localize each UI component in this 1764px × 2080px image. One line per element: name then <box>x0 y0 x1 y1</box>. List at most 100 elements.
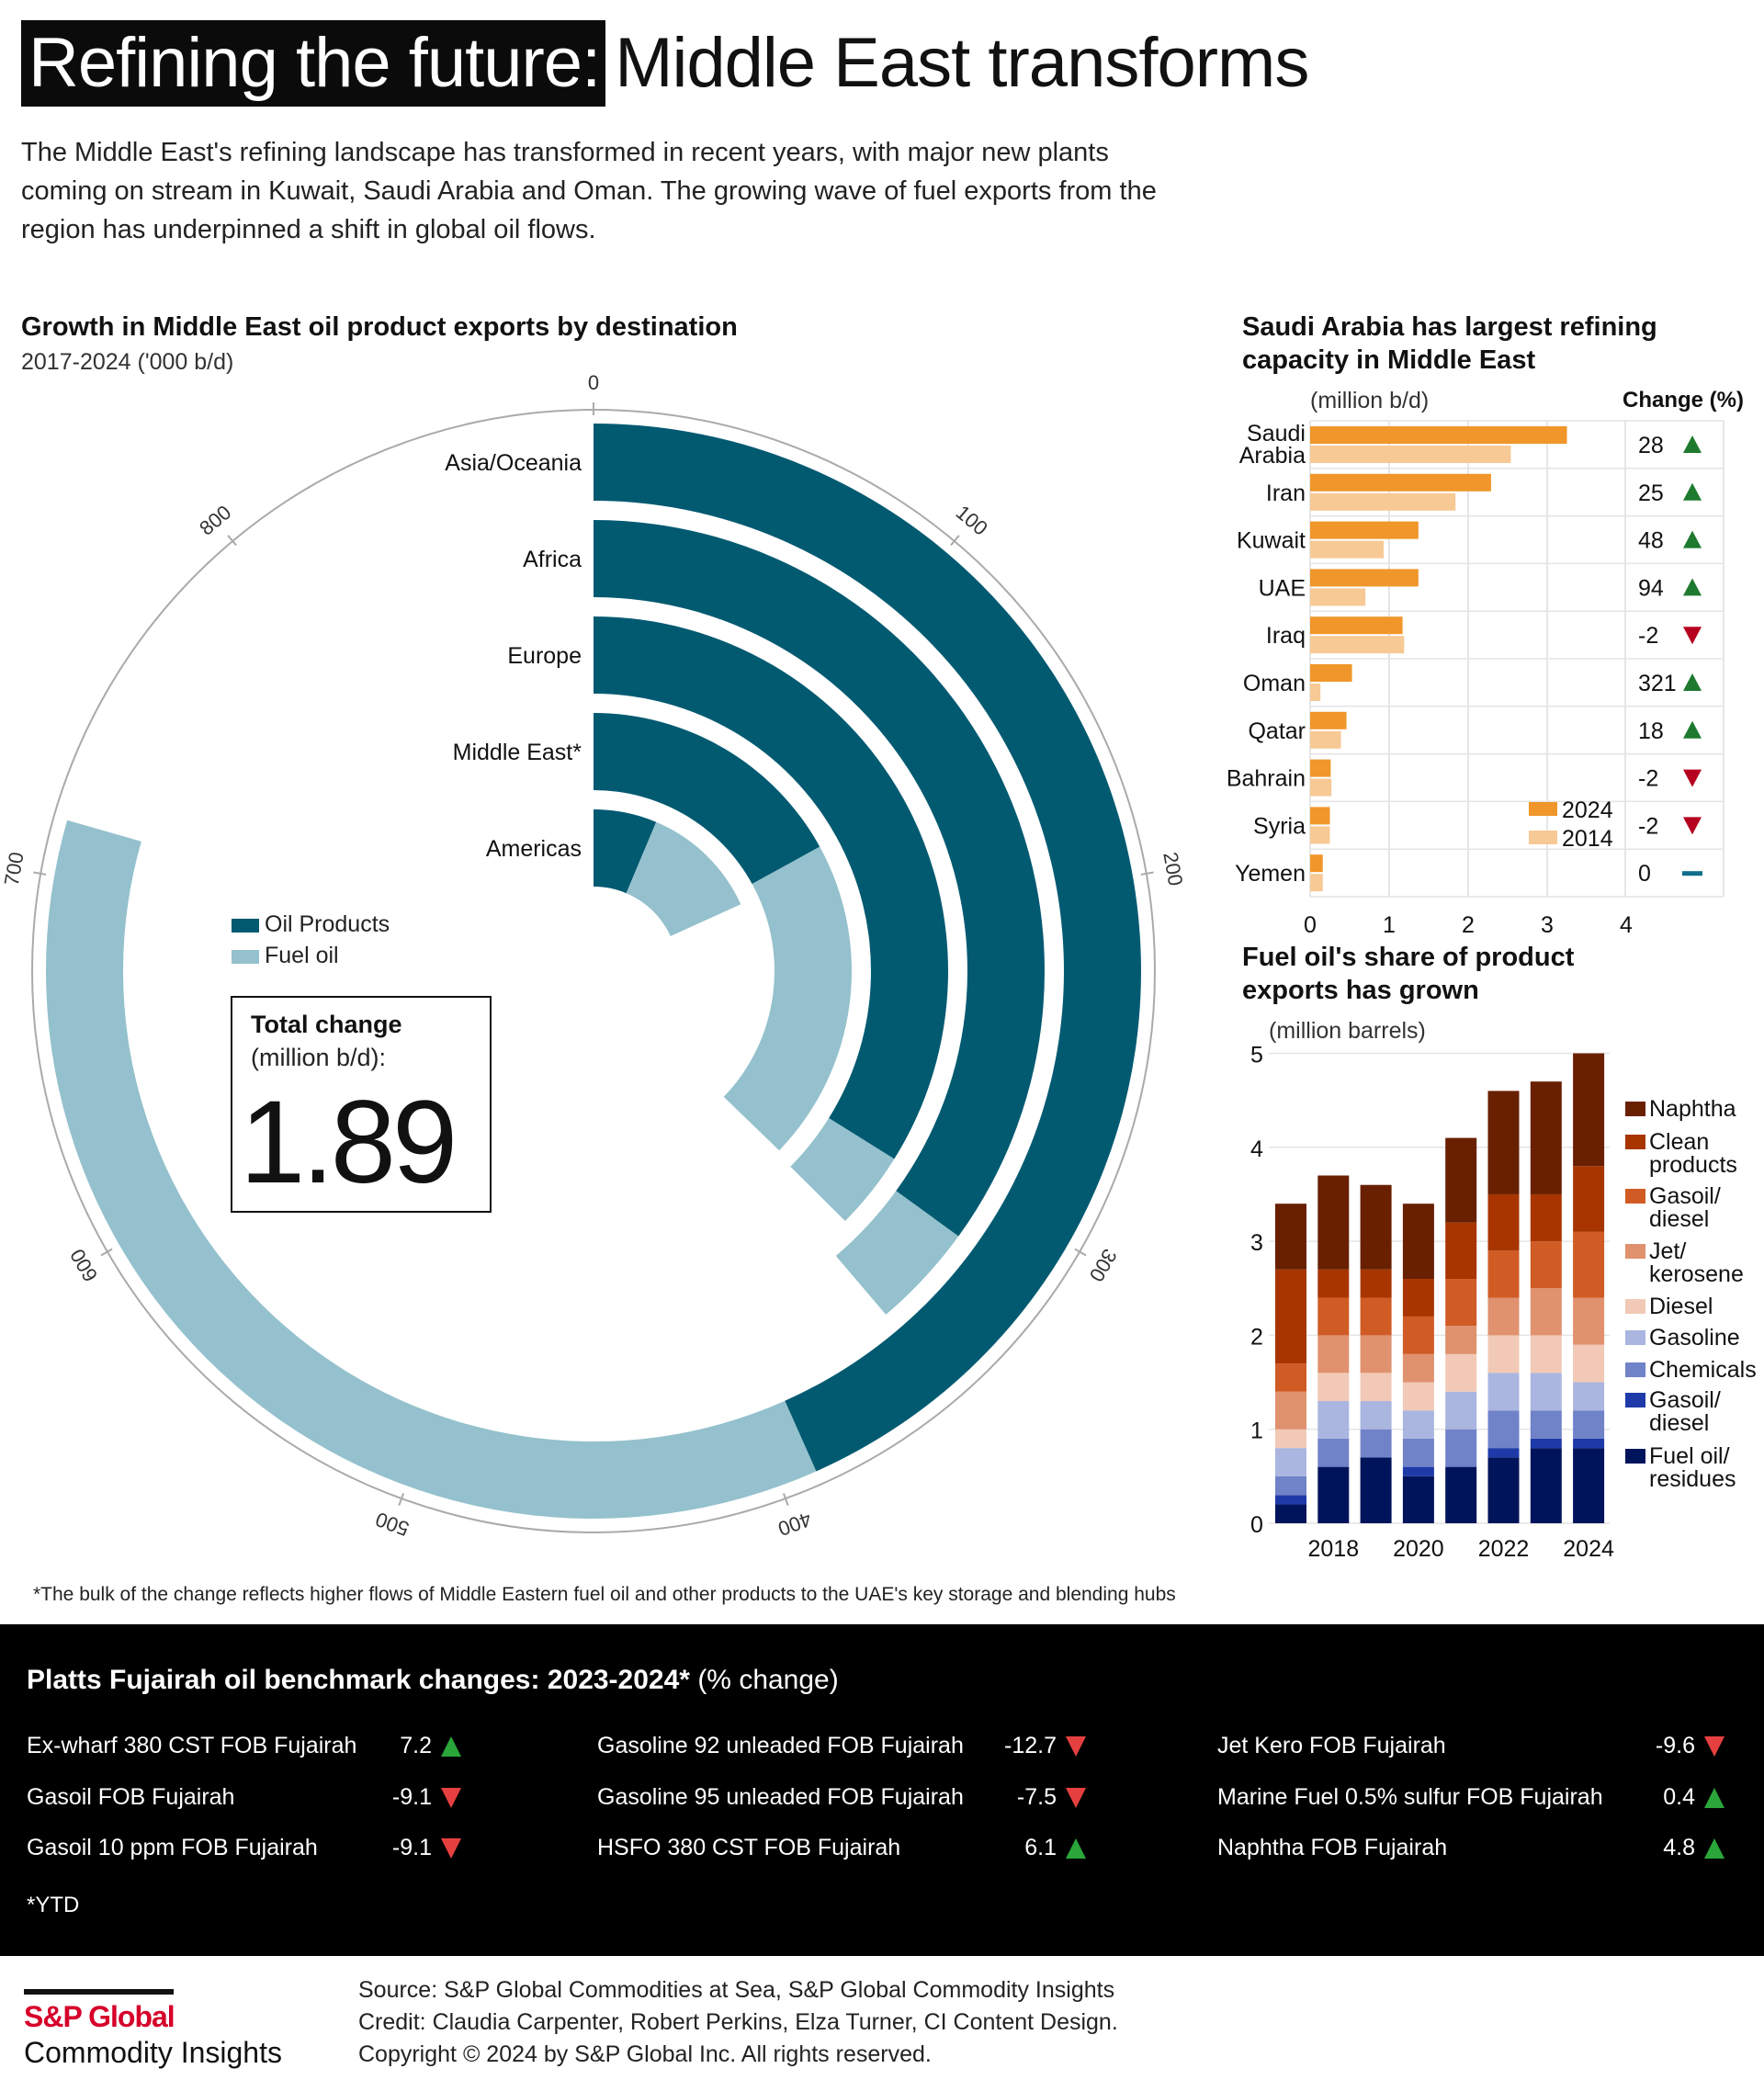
title-rest: Middle East transforms <box>615 24 1309 102</box>
country-label: Bahrain <box>1227 766 1306 792</box>
x-tick-label: 2022 <box>1478 1536 1530 1562</box>
down-arrow-icon <box>1683 817 1702 835</box>
y-tick-label: 4 <box>1250 1136 1263 1162</box>
change-value: 28 <box>1638 433 1664 458</box>
y-tick-label: 5 <box>1250 1043 1263 1068</box>
bar-2024 <box>1310 616 1403 635</box>
legend-label-2014: 2014 <box>1562 826 1613 852</box>
stacked-segment <box>1530 1193 1562 1242</box>
arc-oil-products <box>594 616 948 1159</box>
stacked-segment <box>1487 1297 1520 1336</box>
benchmark-title: Platts Fujairah oil benchmark changes: 2… <box>27 1665 839 1696</box>
legend-label: Jet/ <box>1649 1238 1686 1264</box>
axis-tick-label: 0 <box>588 371 599 394</box>
no-change-icon <box>1682 871 1702 876</box>
axis-tick <box>100 1248 113 1257</box>
stacked-segment <box>1360 1429 1392 1458</box>
legend-label: Fuel oil/ <box>1649 1443 1730 1469</box>
axis-tick <box>1140 871 1154 876</box>
legend-label: Gasoil/ <box>1649 1183 1721 1209</box>
bar-2014 <box>1310 446 1511 463</box>
arc-fuel-oil <box>835 1191 959 1315</box>
benchmark-name: Naphtha FOB Fujairah <box>1217 1835 1448 1860</box>
category-label: Middle East* <box>453 740 582 765</box>
benchmark-value: -9.1 <box>391 1835 432 1860</box>
country-label: Qatar <box>1248 718 1306 744</box>
legend-oil-products: Oil Products <box>232 911 390 938</box>
benchmark-title-unit: (% change) <box>697 1665 839 1695</box>
benchmark-value: -7.5 <box>1016 1784 1057 1810</box>
stacked-segment <box>1487 1410 1520 1449</box>
stacked-segment <box>1445 1279 1477 1327</box>
benchmark-note: *YTD <box>27 1893 80 1917</box>
category-label: Americas <box>486 836 582 862</box>
stacked-segment <box>1402 1382 1434 1411</box>
stacked-segment <box>1530 1081 1562 1194</box>
arc-fuel-oil <box>790 1118 895 1221</box>
benchmark-name: Gasoline 92 unleaded FOB Fujairah <box>597 1733 964 1758</box>
stacked-segment <box>1402 1353 1434 1383</box>
benchmark-value: 6.1 <box>1024 1835 1057 1860</box>
bar-2014 <box>1310 826 1330 844</box>
axis-tick <box>398 1493 405 1507</box>
country-label: UAE <box>1259 575 1306 601</box>
legend-label: kerosene <box>1649 1261 1744 1287</box>
legend-swatch <box>232 949 259 964</box>
sp-global-logo: S&P Global Commodity Insights <box>24 1989 282 2070</box>
legend-label: residues <box>1649 1466 1736 1492</box>
stacked-segment <box>1360 1401 1392 1430</box>
stacked-segment <box>1317 1269 1350 1298</box>
bar-2014 <box>1310 684 1321 701</box>
bar-2024 <box>1310 569 1419 587</box>
stacked-segment <box>1317 1335 1350 1373</box>
stacked-segment <box>1360 1297 1392 1336</box>
bar-2024 <box>1310 854 1323 873</box>
legend-label: Gasoline <box>1649 1325 1740 1351</box>
stacked-segment <box>1487 1250 1520 1298</box>
stacked-segment <box>1445 1137 1477 1223</box>
country-label: Arabia <box>1239 443 1306 469</box>
legend-swatch <box>1625 1330 1645 1345</box>
footnote: *The bulk of the change reflects higher … <box>33 1584 1176 1605</box>
stacked-segment <box>1275 1448 1306 1476</box>
up-arrow-icon <box>1683 578 1702 596</box>
y-tick-label: 0 <box>1250 1512 1263 1538</box>
bar-2024 <box>1310 807 1330 825</box>
up-arrow-icon <box>1683 435 1702 453</box>
stacked-segment <box>1402 1466 1434 1476</box>
intro-line: The Middle East's refining landscape has… <box>21 138 1109 167</box>
stacked-segment <box>1402 1475 1434 1523</box>
up-arrow-icon <box>1704 1838 1724 1859</box>
stacked-segment <box>1360 1269 1392 1298</box>
intro-line: coming on stream in Kuwait, Saudi Arabia… <box>21 176 1157 206</box>
country-label: Oman <box>1243 671 1306 696</box>
arc-fuel-oil <box>45 820 817 1520</box>
arc-fuel-oil <box>626 821 741 936</box>
x-tick-label: 2 <box>1462 912 1475 938</box>
stacked-segment <box>1445 1326 1477 1354</box>
legend-label: Diesel <box>1649 1294 1713 1319</box>
stacked-segment <box>1487 1457 1520 1523</box>
logo-line1: S&P Global <box>24 2000 175 2033</box>
x-tick-label: 0 <box>1304 912 1317 938</box>
stacked-segment <box>1445 1466 1477 1523</box>
axis-tick <box>950 535 960 547</box>
down-arrow-icon <box>441 1788 461 1808</box>
stacked-segment <box>1360 1335 1392 1373</box>
stacked-segment <box>1530 1288 1562 1336</box>
stacked-segment <box>1530 1448 1562 1523</box>
radial-chart-subtitle: 2017-2024 ('000 b/d) <box>21 349 234 375</box>
stacked-segment <box>1360 1373 1392 1402</box>
legend-swatch <box>1625 1135 1645 1149</box>
bar-2014 <box>1310 874 1323 892</box>
up-arrow-icon <box>1066 1838 1086 1859</box>
up-arrow-icon <box>1683 482 1702 501</box>
stacked-chart-unit: (million barrels) <box>1269 1018 1426 1044</box>
change-value: -2 <box>1638 766 1658 792</box>
stacked-segment <box>1402 1438 1434 1467</box>
bar-2014 <box>1310 636 1405 654</box>
stacked-chart-title-line: Fuel oil's share of product <box>1242 943 1575 972</box>
legend-swatch-2014 <box>1529 831 1557 844</box>
credit-text: Credit: Claudia Carpenter, Robert Perkin… <box>358 2009 1118 2035</box>
stacked-segment <box>1275 1429 1306 1449</box>
